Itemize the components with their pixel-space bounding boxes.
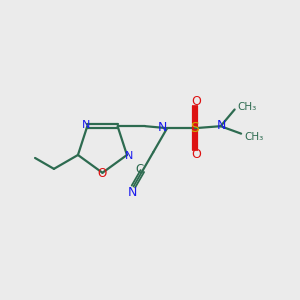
Text: S: S — [190, 121, 199, 135]
Text: CH₃: CH₃ — [244, 132, 263, 142]
Text: CH₃: CH₃ — [238, 101, 257, 112]
Text: N: N — [158, 121, 167, 134]
Text: O: O — [191, 148, 201, 161]
Text: O: O — [98, 167, 107, 180]
Text: N: N — [82, 120, 91, 130]
Text: N: N — [217, 119, 226, 132]
Text: C: C — [135, 163, 143, 176]
Text: N: N — [125, 151, 133, 161]
Text: N: N — [128, 186, 137, 199]
Text: O: O — [191, 95, 201, 108]
